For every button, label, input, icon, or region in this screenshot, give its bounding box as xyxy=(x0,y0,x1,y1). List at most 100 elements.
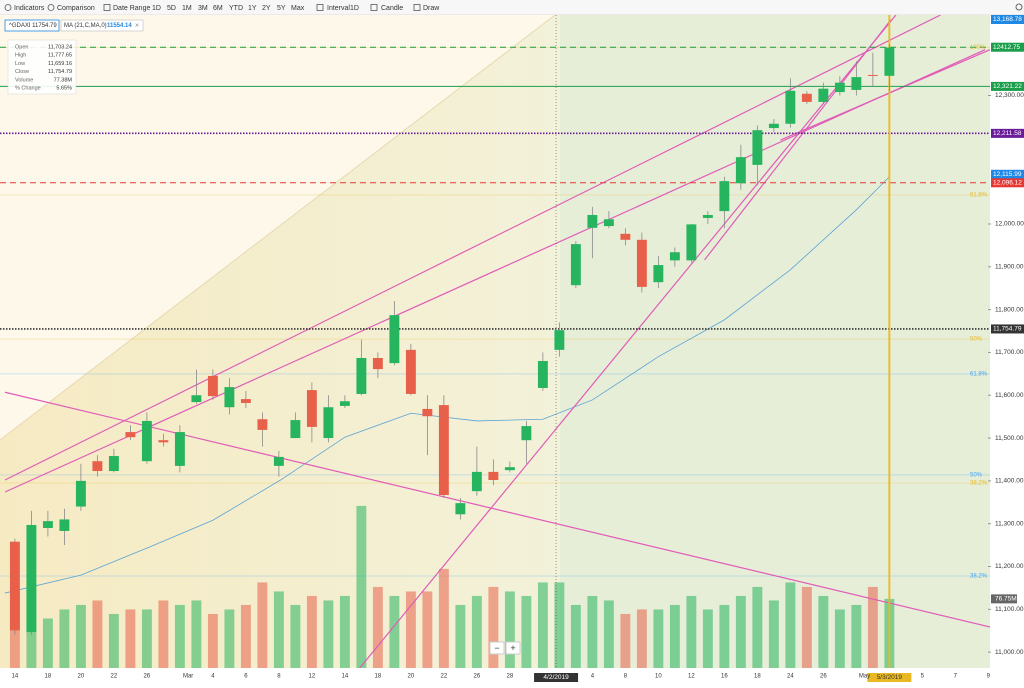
fib-label: 50% xyxy=(970,472,983,478)
candle-body xyxy=(323,407,334,439)
volume-bar xyxy=(455,604,466,668)
candle-body xyxy=(92,461,103,472)
fib-label: 38.2% xyxy=(970,574,988,580)
volume-bar xyxy=(801,586,812,668)
volume-bar xyxy=(636,609,647,668)
candle-body xyxy=(471,471,482,492)
candle-body xyxy=(240,399,251,403)
toolbar-item[interactable]: Comparison xyxy=(57,5,95,12)
toolbar-item[interactable]: 6M xyxy=(213,5,223,12)
candle-body xyxy=(339,401,350,406)
zoom-button[interactable] xyxy=(505,641,521,655)
candle-body xyxy=(818,88,829,102)
ma-chip-label[interactable]: MA (21,C,MA,0) xyxy=(64,23,107,29)
toolbar-item[interactable]: YTD xyxy=(229,5,243,12)
volume-bar xyxy=(257,582,268,668)
candle-body xyxy=(785,90,796,124)
info-key: High xyxy=(15,53,26,59)
moving-average xyxy=(4,176,890,594)
info-value: 11,703.24 xyxy=(48,44,72,50)
candle-body xyxy=(620,233,631,240)
volume-bar xyxy=(158,600,169,668)
candle-body xyxy=(257,419,268,430)
toolbar-item[interactable]: Candle xyxy=(381,5,403,12)
candle-body xyxy=(587,214,598,228)
cursor-label: 5/3/2019 xyxy=(877,674,903,681)
info-value: 11,659.16 xyxy=(48,61,72,67)
ma-chip xyxy=(60,19,144,32)
x-tick-label: Mar xyxy=(183,674,193,680)
info-key: Low xyxy=(15,61,25,67)
toolbar-item[interactable]: 1D xyxy=(350,5,359,12)
x-tick-label: 4 xyxy=(211,674,215,680)
level-tag xyxy=(991,169,1024,179)
volume-bar xyxy=(339,595,350,668)
info-value: 11,777.65 xyxy=(48,53,72,59)
toolbar-item[interactable]: Indicators xyxy=(14,5,45,12)
candle-body xyxy=(273,456,284,466)
candle-body xyxy=(141,420,152,462)
info-value: 77.38M xyxy=(54,77,73,83)
plot-background xyxy=(0,15,990,668)
toolbar-item[interactable]: 5D xyxy=(167,5,176,12)
info-box xyxy=(7,39,77,95)
level-tag xyxy=(991,128,1024,138)
toolbar-item[interactable]: 1M xyxy=(182,5,192,12)
toolbar-item[interactable]: 5Y xyxy=(277,5,286,12)
y-tick-label: 11,600.00 xyxy=(995,392,1024,399)
candle-body xyxy=(636,239,647,287)
toolbar-icon xyxy=(413,4,421,11)
volume-bar xyxy=(620,613,631,668)
toolbar-item[interactable]: Date Range xyxy=(113,5,150,12)
x-tick-label: 18 xyxy=(375,674,382,680)
candle-body xyxy=(867,74,878,76)
volume-tag xyxy=(991,594,1017,604)
toolbar-item[interactable]: 3M xyxy=(198,5,208,12)
candle-body xyxy=(521,426,532,441)
x-tick-label: 12 xyxy=(309,674,316,680)
volume-bar xyxy=(851,604,862,668)
info-key: Volume xyxy=(15,77,33,83)
toolbar-item[interactable]: Interval xyxy=(327,5,350,12)
toolbar-item[interactable]: 1Y xyxy=(248,5,257,12)
zoom-button[interactable] xyxy=(489,641,505,655)
candle-body xyxy=(108,456,119,472)
volume-bar xyxy=(570,604,581,668)
ma-chip-close[interactable]: × xyxy=(135,22,139,29)
zoom-label[interactable]: − xyxy=(494,643,499,653)
x-tick-label: 8 xyxy=(624,674,628,680)
x-tick-label: 18 xyxy=(45,674,52,680)
level-label: 12,321.22 xyxy=(993,83,1022,90)
x-tick-label: 8 xyxy=(277,674,281,680)
volume-bar xyxy=(818,595,829,668)
toolbar-item[interactable]: Draw xyxy=(423,5,440,12)
volume-bar xyxy=(389,595,400,668)
volume-bar xyxy=(207,613,218,668)
symbol-chip-label[interactable]: ^GDAXI 11754.79 xyxy=(9,23,57,29)
x-tick-label: 26 xyxy=(820,674,827,680)
zoom-label[interactable]: + xyxy=(510,643,515,653)
x-tick-label: 9 xyxy=(987,674,991,680)
volume-bar xyxy=(290,604,301,668)
toolbar-item[interactable]: Max xyxy=(291,5,305,12)
candle-body xyxy=(438,405,449,496)
candle-body xyxy=(537,360,548,388)
toolbar-item[interactable]: 2Y xyxy=(262,5,271,12)
level-label: 12,211.58 xyxy=(993,130,1022,137)
volume-bar xyxy=(422,591,433,668)
toolbar-item[interactable]: 1D xyxy=(152,5,161,12)
candle-body xyxy=(554,330,565,350)
y-tick-label: 11,900.00 xyxy=(995,263,1024,270)
candle-body xyxy=(42,521,53,528)
level-label: 12412.75 xyxy=(993,44,1020,51)
volume-bar xyxy=(372,586,383,668)
overlay: 100% 61.8% 50% 61.8% 50% 38.2% 38.2% 12412.75 12… xyxy=(4,15,1024,682)
volume-bar xyxy=(273,591,284,668)
candle-body xyxy=(504,467,515,471)
y-tick-label: 11,400.00 xyxy=(995,478,1024,485)
settings-icon[interactable] xyxy=(1015,3,1023,11)
volume-bar xyxy=(174,604,185,668)
level-label: 12,096.12 xyxy=(993,180,1022,187)
toolbar-icon xyxy=(4,4,12,11)
